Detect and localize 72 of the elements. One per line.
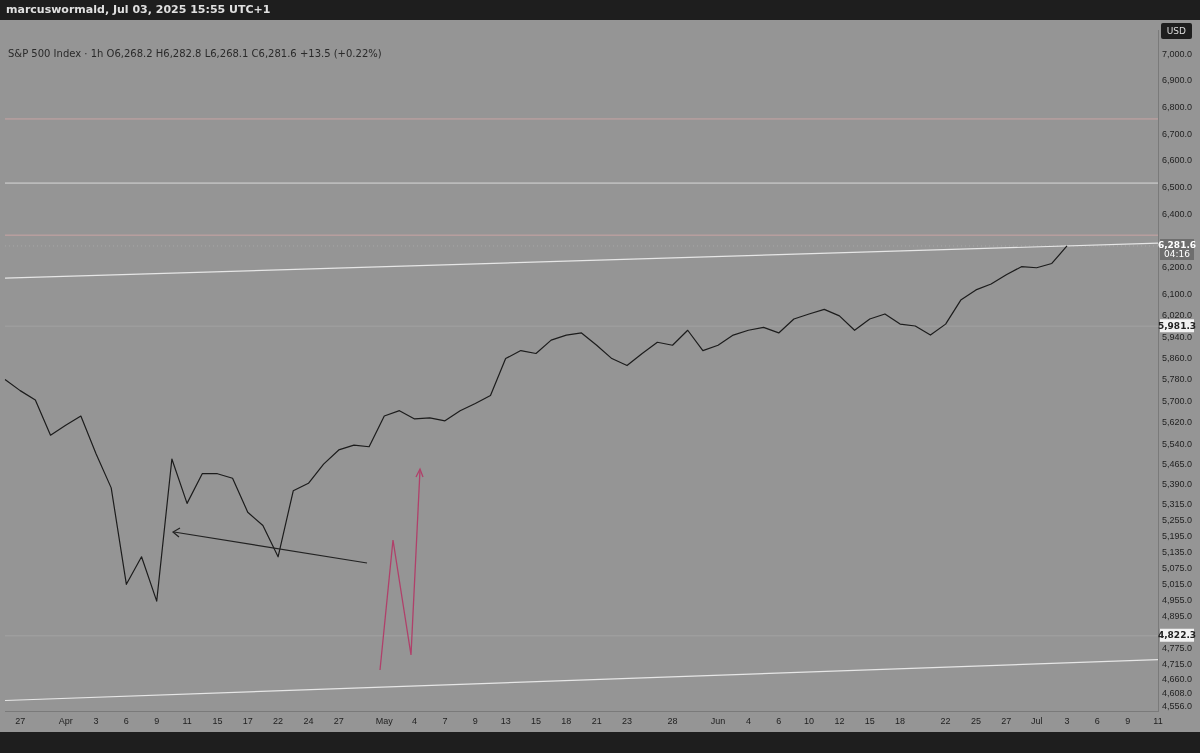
y-tick-label: 6,400.0 [1162,208,1193,219]
y-tick-label: 4,660.0 [1162,673,1193,684]
y-tick-label: 6,020.0 [1162,310,1193,321]
y-tick-label: 4,608.0 [1162,687,1193,698]
x-tick-label: 27 [333,716,344,727]
y-tick-label: 6,800.0 [1162,101,1193,112]
x-tick-label: 24 [303,716,314,727]
text: S&P 500 Index · 1h O6,268.2 H6,282.8 L6,268.1 C6,281.6 +13.5 (+0.22%) [8,48,382,59]
x-tick-label: 22 [940,716,951,727]
y-tick-label: 5,315.0 [1162,498,1193,509]
y-tick-label: 4,715.0 [1162,658,1193,669]
y-tick-label: 5,465.0 [1162,458,1193,469]
y-tick-label: 5,940.0 [1162,331,1193,342]
y-tick-label: 5,255.0 [1162,514,1193,525]
x-tick-label: 18 [895,716,906,727]
x-tick-label: 10 [804,716,815,727]
x-tick-label: 28 [667,716,678,727]
x-tick-label: Apr [58,716,73,727]
x-tick-label: 27 [15,716,26,727]
y-tick-label: 4,775.0 [1162,642,1193,653]
x-tick-label: 6 [776,716,782,727]
x-tick-label: 25 [970,716,981,727]
x-tick-label: 6 [123,716,129,727]
x-tick-label: 11 [182,716,192,727]
text: 04:16 [1164,249,1191,260]
chart-title: marcuswormald, Jul 03, 2025 15:55 UTC+1 [6,3,271,16]
x-tick-label: 4 [745,716,751,727]
x-tick-label: 6 [1094,716,1100,727]
y-tick-label: 7,000.0 [1162,48,1193,59]
y-tick-label: 5,390.0 [1162,478,1193,489]
ref-line-label: 6,281.6 [1157,240,1197,251]
x-tick-label: 15 [864,716,875,727]
y-tick-label: 4,955.0 [1162,594,1193,605]
x-tick-label: Jul [1030,716,1043,727]
x-tick-label: 3 [1064,716,1070,727]
x-tick-label: 9 [472,716,478,727]
x-tick-label: 22 [273,716,284,727]
y-tick-label: 5,015.0 [1162,578,1193,589]
x-tick-label: 27 [1001,716,1012,727]
y-tick-label: 5,620.0 [1162,417,1193,428]
y-tick-label: 4,895.0 [1162,610,1193,621]
y-tick-label: 5,195.0 [1162,530,1193,541]
x-tick-label: 3 [93,716,99,727]
text: USD [1160,23,1192,39]
y-tick-label: 6,200.0 [1162,262,1193,273]
y-tick-label: 5,135.0 [1162,546,1193,557]
y-tick-label: 5,540.0 [1162,438,1193,449]
y-tick-label: 5,780.0 [1162,374,1193,385]
x-tick-label: 4 [412,716,418,727]
y-tick-label: 6,900.0 [1162,75,1193,86]
y-tick-label: 6,600.0 [1162,155,1193,166]
x-tick-label: 17 [242,716,253,727]
x-tick-label: Jun [710,716,726,727]
y-tick-label: 5,075.0 [1162,562,1193,573]
y-tick-label: 6,700.0 [1162,128,1193,139]
y-tick-label: 5,700.0 [1162,395,1193,406]
x-tick-label: May [375,716,394,727]
x-tick-label: 15 [530,716,541,727]
x-tick-label: 15 [212,716,223,727]
x-tick-label: 13 [500,716,511,727]
y-tick-label: 6,500.0 [1162,182,1193,193]
y-tick-label: 5,860.0 [1162,353,1193,364]
x-tick-label: 21 [591,716,602,727]
x-tick-label: 18 [561,716,572,727]
x-tick-label: 23 [622,716,633,727]
x-tick-label: 12 [834,716,845,727]
x-tick-label: 7 [442,716,448,727]
y-tick-label: 4,556.0 [1162,701,1193,712]
x-tick-label: 11 [1153,716,1163,727]
x-tick-label: 9 [154,716,160,727]
y-tick-label: 6,100.0 [1162,288,1193,299]
x-tick-label: 9 [1125,716,1131,727]
